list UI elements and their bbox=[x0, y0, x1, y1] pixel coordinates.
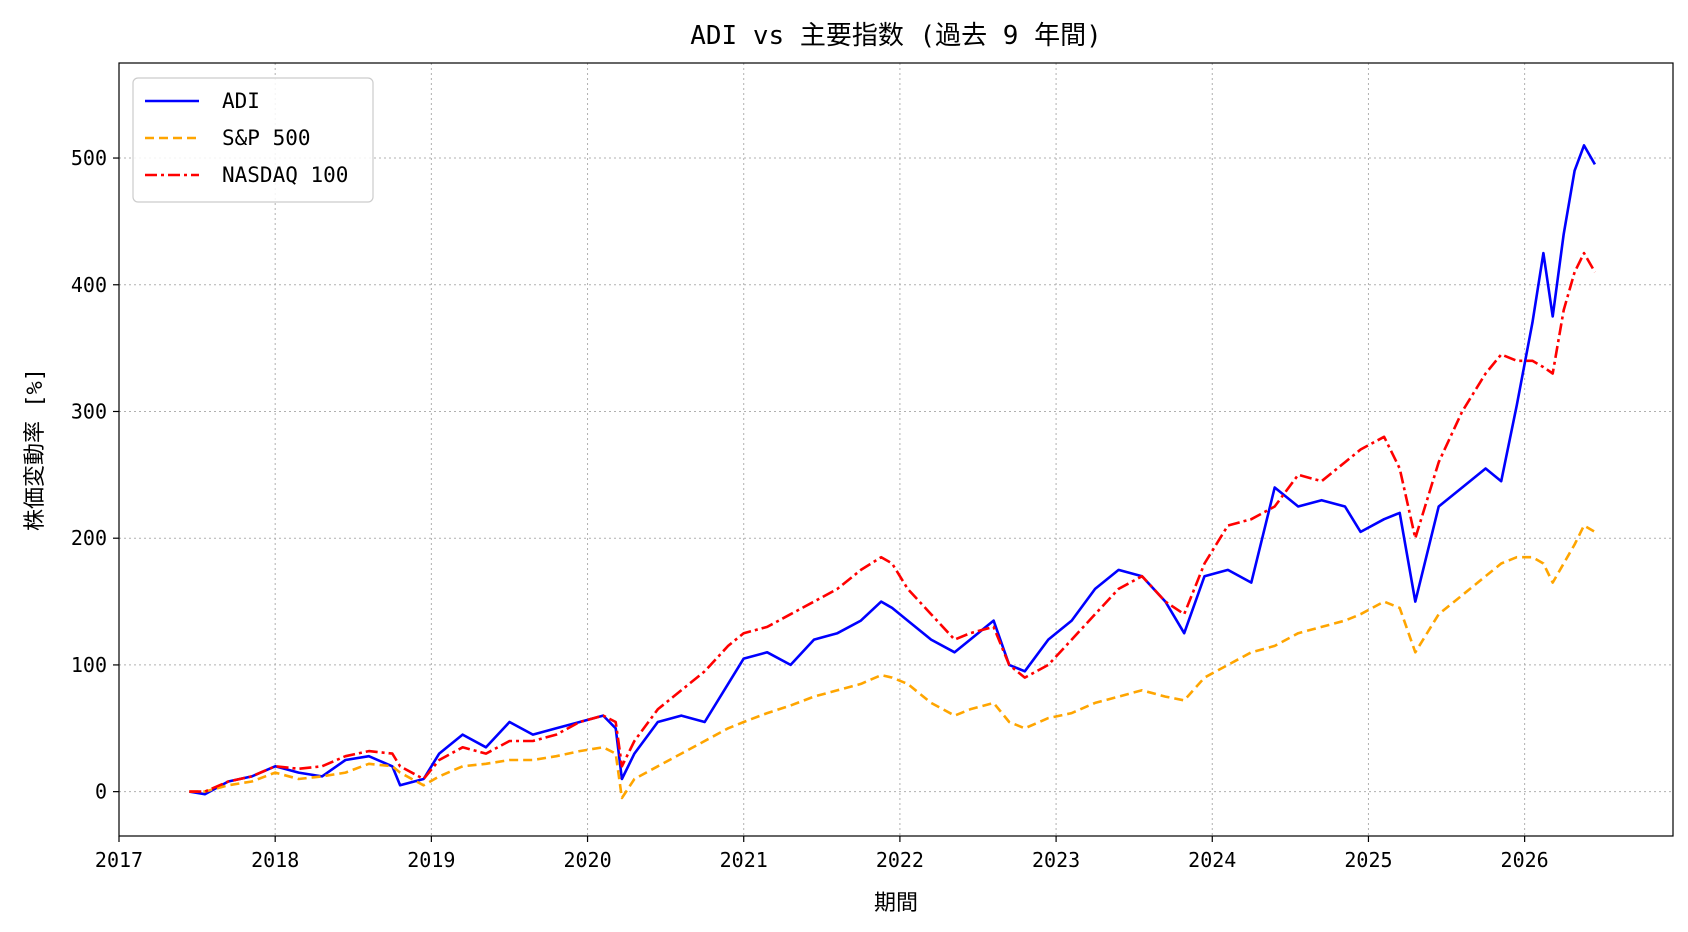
series-line-0 bbox=[189, 144, 1597, 796]
x-tick-label: 2018 bbox=[251, 848, 299, 872]
y-tick-label: 100 bbox=[71, 653, 107, 677]
x-tick-label: 2022 bbox=[876, 848, 924, 872]
x-tick-label: 2021 bbox=[720, 848, 768, 872]
x-tick-label: 2025 bbox=[1344, 848, 1392, 872]
x-tick-label: 2026 bbox=[1501, 848, 1549, 872]
y-tick-label: 300 bbox=[71, 399, 107, 423]
chart-title: ADI vs 主要指数 (過去 9 年間) bbox=[690, 21, 1102, 51]
grid-layer bbox=[118, 63, 1673, 836]
legend-label-2: NASDAQ 100 bbox=[222, 163, 348, 187]
x-tick-label: 2019 bbox=[407, 848, 455, 872]
x-tick-label: 2023 bbox=[1032, 848, 1080, 872]
tick-layer: 2017 2018 2019 2020 2021 2022 2023 2024 2025 2026… bbox=[71, 146, 1549, 872]
legend: ADI S&P 500 NASDAQ 100 bbox=[132, 77, 374, 203]
x-tick-label: 2017 bbox=[95, 848, 143, 872]
legend-label-1: S&P 500 bbox=[222, 126, 311, 150]
y-tick-label: 500 bbox=[71, 146, 107, 170]
x-tick-label: 2024 bbox=[1188, 848, 1236, 872]
legend-box bbox=[132, 77, 374, 203]
series-line-2 bbox=[189, 251, 1597, 793]
y-tick-label: 0 bbox=[95, 780, 107, 804]
legend-label-0: ADI bbox=[222, 89, 260, 113]
series-layer bbox=[189, 144, 1597, 800]
y-tick-label: 200 bbox=[71, 526, 107, 550]
y-axis-label: 株価変動率 [%] bbox=[23, 368, 48, 531]
x-axis-label: 期間 bbox=[874, 891, 918, 916]
series-line-1 bbox=[189, 524, 1596, 800]
plot-frame bbox=[118, 62, 1674, 837]
x-tick-label: 2020 bbox=[563, 848, 611, 872]
y-tick-label: 400 bbox=[71, 273, 107, 297]
